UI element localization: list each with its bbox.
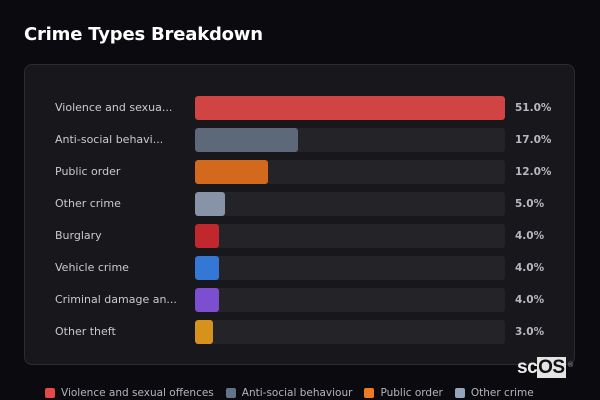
- bar-track: [195, 128, 505, 152]
- bar-fill[interactable]: [195, 96, 505, 120]
- bar-row: Criminal damage an... 4.0%: [25, 288, 574, 312]
- bar-row: Vehicle crime 4.0%: [25, 256, 574, 280]
- legend-label: Anti-social behaviour: [241, 387, 353, 399]
- bar-value: 12.0%: [515, 166, 552, 178]
- bar-track: [195, 288, 505, 312]
- bar-row: Other crime 5.0%: [25, 192, 574, 216]
- bar-label: Criminal damage an...: [55, 293, 177, 306]
- bar-value: 5.0%: [515, 198, 545, 210]
- bar-label: Other theft: [55, 325, 116, 338]
- bar-fill[interactable]: [195, 256, 220, 280]
- bar-row: Burglary 4.0%: [25, 224, 574, 248]
- bar-label: Other crime: [55, 197, 121, 210]
- legend-item[interactable]: Public order: [364, 387, 443, 399]
- bar-fill[interactable]: [195, 320, 214, 344]
- bar-fill[interactable]: [195, 224, 220, 248]
- legend-swatch-icon: [364, 388, 375, 398]
- bar-fill[interactable]: [195, 160, 268, 184]
- bar-row: Other theft 3.0%: [25, 320, 574, 344]
- bar-fill[interactable]: [195, 288, 220, 312]
- legend-label: Public order: [380, 387, 443, 399]
- bar-label: Burglary: [55, 229, 102, 242]
- legend-swatch-icon: [454, 388, 465, 398]
- chart-title: Crime Types Breakdown: [24, 24, 263, 45]
- legend-swatch-icon: [45, 388, 55, 398]
- legend-item[interactable]: Violence and sexual offences: [45, 387, 214, 399]
- bar-track: [195, 320, 505, 344]
- legend-item[interactable]: Anti-social behaviour: [225, 387, 353, 399]
- chart-card: Violence and sexua... 51.0% Anti-social be…: [24, 64, 575, 365]
- bar-track: [195, 96, 505, 120]
- logo-highlight: OS: [537, 357, 566, 378]
- scos-logo: scOS ®: [517, 357, 574, 379]
- bar-track: [195, 256, 505, 280]
- bar-value: 4.0%: [515, 294, 545, 306]
- bar-track: [195, 160, 505, 184]
- chart-legend: Violence and sexual offences Anti-social …: [45, 386, 546, 400]
- bar-value: 51.0%: [515, 102, 552, 114]
- bar-label: Anti-social behavi...: [55, 133, 164, 146]
- legend-item[interactable]: Other crime: [454, 387, 534, 399]
- legend-swatch-icon: [225, 388, 236, 398]
- bar-row: Violence and sexua... 51.0%: [25, 96, 574, 120]
- legend-label: Violence and sexual offences: [61, 387, 214, 399]
- bar-value: 4.0%: [515, 230, 545, 242]
- logo-prefix: sc: [517, 357, 538, 378]
- bar-value: 17.0%: [515, 134, 552, 146]
- bar-track: [195, 224, 505, 248]
- bar-row: Anti-social behavi... 17.0%: [25, 128, 574, 152]
- bar-label: Violence and sexua...: [55, 101, 173, 114]
- registered-mark: ®: [567, 361, 574, 369]
- bar-value: 4.0%: [515, 262, 545, 274]
- bar-fill[interactable]: [195, 128, 299, 152]
- bar-track: [195, 192, 505, 216]
- bar-fill[interactable]: [195, 192, 226, 216]
- bar-label: Public order: [55, 165, 121, 178]
- bar-row: Public order 12.0%: [25, 160, 574, 184]
- bar-value: 3.0%: [515, 326, 545, 338]
- bar-label: Vehicle crime: [55, 261, 129, 274]
- legend-label: Other crime: [470, 387, 534, 399]
